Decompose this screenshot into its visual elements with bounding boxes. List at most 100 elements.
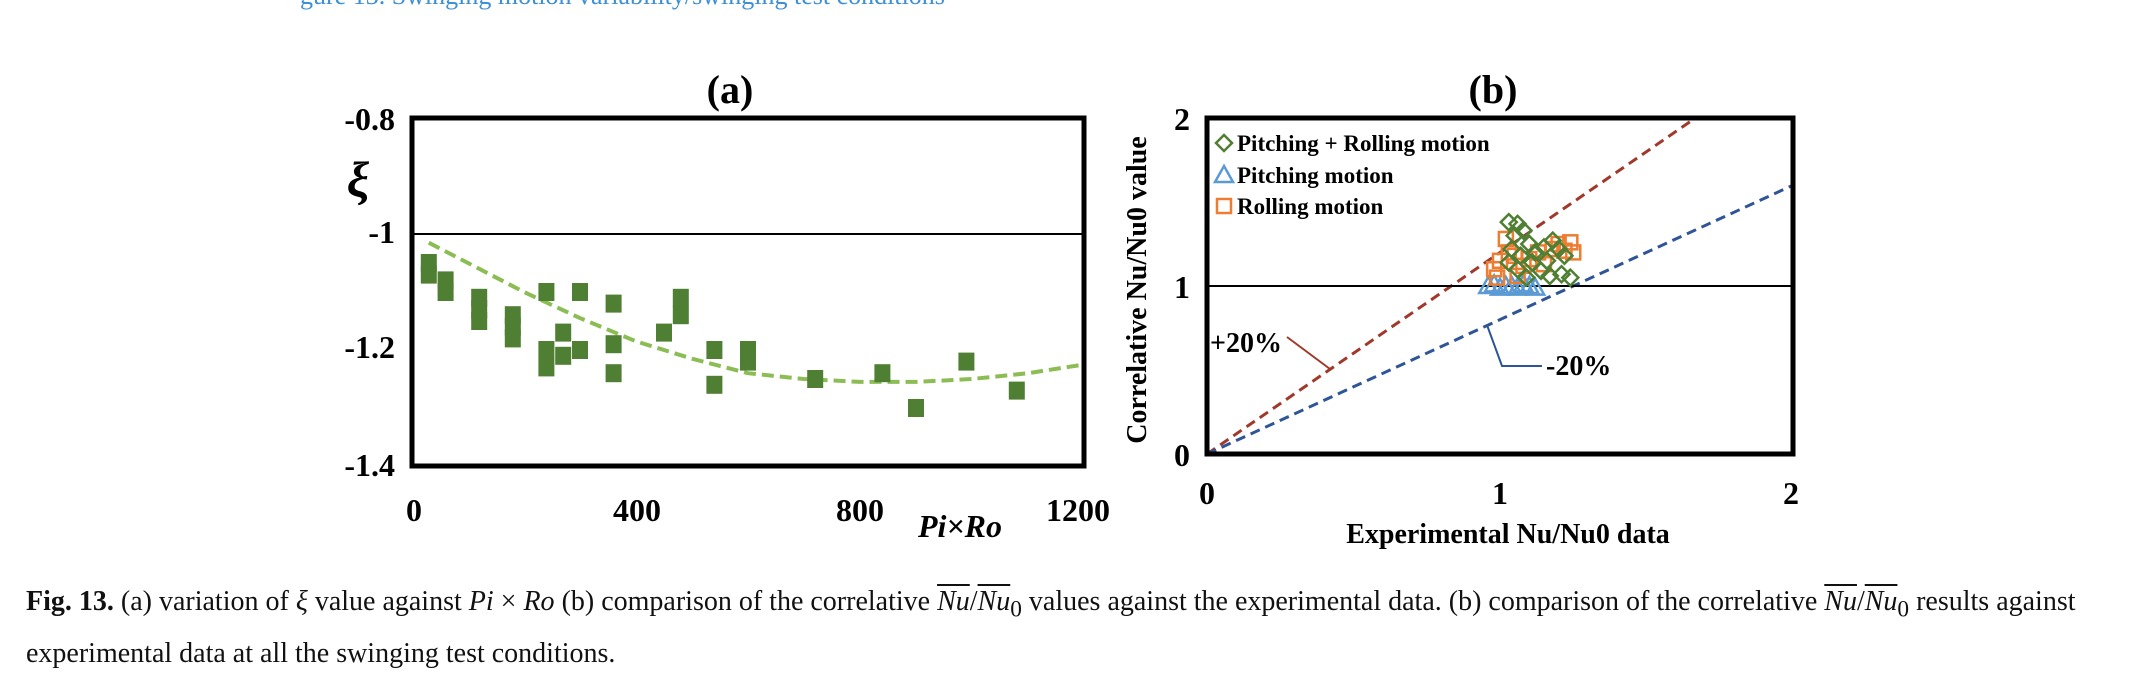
caption-text: (a) variation of [113,586,296,617]
chart-b-point-triangle [1500,274,1523,295]
chart-b-point-square [1562,234,1579,251]
chart-a: (a) -0.8 -1 -1.2 -1.4 0 400 800 1200 ξ P… [344,67,1110,544]
chart-b-point-square [1565,244,1582,261]
chart-b-legend-symbol [1215,197,1233,215]
chart-a-point [740,352,756,371]
chart-b-legend-item: Pitching + Rolling motion [1237,131,1490,156]
chart-a-point [572,283,588,301]
chart-a-point [538,341,555,359]
chart-a-point [437,283,454,301]
chart-b-point-diamond [1513,220,1534,241]
caption-subscript: 0 [1010,596,1022,623]
chart-b-point-square [1488,269,1506,286]
caption-symbol: Nu [977,586,1011,617]
chart-b-legend-item: Pitching motion [1237,163,1394,188]
chart-b-xtick: 2 [1783,475,1799,511]
figure-caption: Fig. 13. (a) variation of ξ value agains… [26,580,2126,676]
chart-b-ytick: 0 [1174,437,1190,473]
chart-b-point-diamond [1525,242,1545,263]
chart-a-points [420,254,1025,417]
chart-b-ytick: 1 [1174,269,1190,305]
caption-symbol: Ro [523,586,555,617]
chart-b-points [1477,212,1582,296]
chart-a-xtick: 400 [613,492,661,528]
chart-b-legend-marker-diamond [1214,133,1234,153]
chart-b-xtick: 0 [1199,475,1215,511]
chart-b: (b) 2 1 0 0 1 2 Experimental Nu/Nu0 data… [1122,67,1799,550]
chart-b-ytick: 2 [1174,101,1190,137]
chart-a-frame [409,115,1087,469]
chart-b-legend-symbol [1214,133,1234,153]
chart-a-ylabel: ξ [347,151,370,207]
figure: gure 13. Swinging motion variability/swi… [300,0,1799,550]
chart-a-ytick: -1.4 [344,447,395,483]
chart-a-ytick: -0.8 [344,101,395,137]
chart-b-plus20-leader [1286,336,1331,370]
chart-a-ytick: -1 [368,214,395,250]
chart-a-xtick: 800 [836,492,884,528]
chart-a-xtick: 1200 [1046,492,1110,528]
caption-subscript: 0 [1897,596,1910,623]
caption-symbol: Nu [937,586,970,617]
chart-b-plus20-label: +20% [1210,328,1282,359]
chart-a-point [605,364,622,383]
chart-b-title: (b) [1469,67,1518,112]
caption-text: results against experimental data at all… [26,586,2076,669]
chart-a-point [572,341,588,359]
chart-a-fit-curve [427,240,1085,384]
chart-a-point [874,364,891,383]
chart-a-point [504,329,521,348]
caption-text: / [1856,586,1865,617]
caption-symbol: Nu [1864,586,1898,617]
chart-a-title: (a) [707,67,754,112]
chart-a-point [672,306,689,325]
chart-b-legend-item: Rolling motion [1237,194,1384,219]
chart-a-point [706,341,723,359]
chart-a-point [706,375,723,394]
chart-b-point-triangle [1488,276,1512,296]
chart-a-point [656,323,672,342]
caption-text: (b) comparison of the correlative [554,586,938,617]
chart-b-minus20-leader [1486,324,1542,367]
chart-a-point [605,335,622,354]
chart-b-point-diamond [1554,245,1575,266]
chart-b-legend-marker-square [1215,197,1233,215]
chart-b-point-square [1509,267,1526,285]
chart-b-point-diamond [1560,267,1581,288]
caption-symbol: Nu [1824,586,1857,617]
chart-a-fit-line [427,240,1085,384]
chart-a-xlabel: Pi×Ro [917,508,1002,544]
chart-b-legend: Pitching + Rolling motion Pitching motio… [1212,131,1490,219]
chart-b-point-diamond [1522,252,1542,273]
chart-a-point [420,265,437,284]
chart-b-point-diamond [1537,251,1557,271]
caption-text: values against the experimental data. (b… [1021,586,1825,617]
caption-text: / [969,586,978,617]
chart-b-point-triangle [1524,276,1547,296]
chart-b-xlabel: Experimental Nu/Nu0 data [1346,519,1670,550]
caption-text: value against [307,586,469,617]
chart-b-legend-marker-triangle [1212,163,1236,184]
header-fragment: gure 13. Swinging motion variability/swi… [300,0,945,10]
chart-a-point [471,312,488,330]
chart-b-xtick: 1 [1492,475,1508,511]
chart-a-point [958,352,975,371]
chart-a-point [807,370,824,388]
caption-text: × [493,586,524,617]
chart-a-point [1008,381,1025,400]
chart-b-minus20-label: -20% [1546,351,1611,382]
chart-a-xtick: 0 [406,492,422,528]
caption-symbol: Pi [468,586,494,617]
caption-label: Fig. 13. [26,586,114,617]
chart-a-point [908,399,924,417]
chart-b-point-diamond [1516,267,1537,288]
chart-a-point [538,358,555,377]
chart-b-point-diamond [1499,252,1519,273]
chart-b-frame [1204,115,1796,457]
chart-a-point [555,323,572,342]
chart-b-legend-symbol [1212,163,1236,184]
chart-a-point [555,346,572,365]
chart-b-point-triangle [1506,276,1529,296]
chart-b-ylabel: Correlative Nu/Nu0 value [1122,136,1153,443]
caption-symbol: ξ [295,586,308,617]
